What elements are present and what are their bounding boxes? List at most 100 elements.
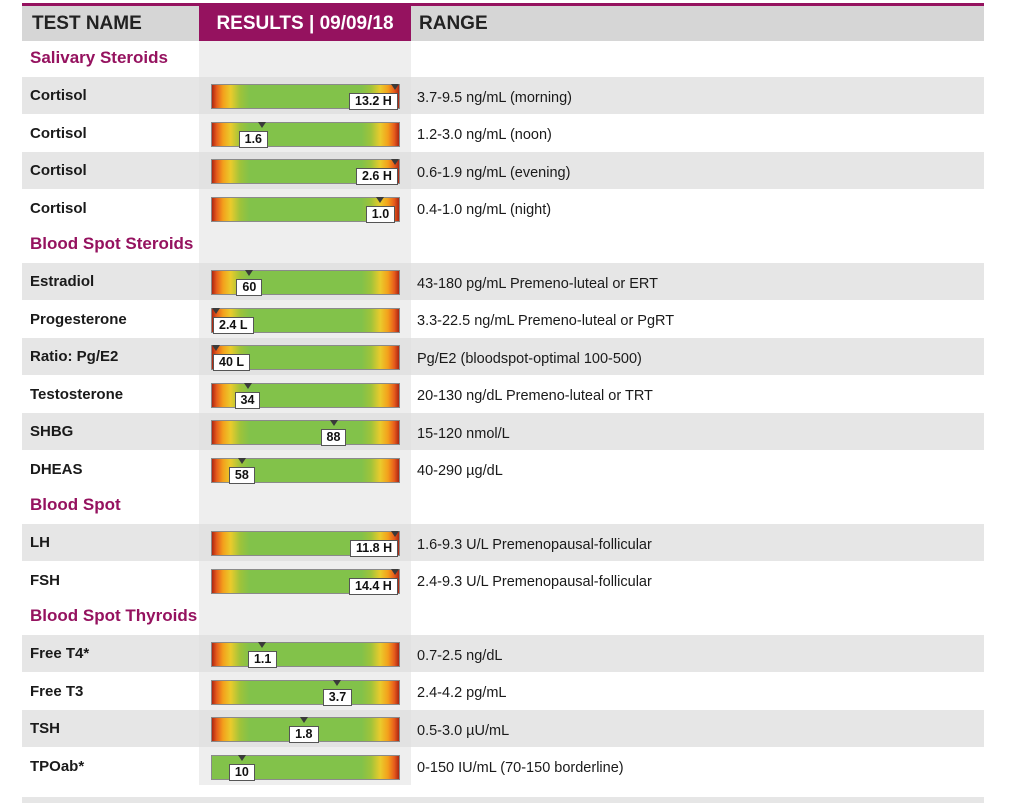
result-marker-icon <box>258 642 267 648</box>
result-gauge-bar: 1.1 <box>211 642 400 668</box>
test-row: DHEAS 58 40-290 µg/dL <box>22 450 984 488</box>
result-marker-icon <box>391 568 400 575</box>
result-value-label: 2.4 L <box>213 316 254 334</box>
result-value-label: 34 <box>234 391 261 409</box>
test-name: TPOab* <box>30 757 85 775</box>
result-gauge-bar: 2.4 L <box>211 307 400 334</box>
result-gauge-bar: 34 <box>211 382 400 409</box>
test-name: LH <box>30 534 50 551</box>
result-gauge-bar: 60 <box>211 270 400 296</box>
test-row: Estradiol 60 43-180 pg/mL Premeno-luteal o… <box>22 263 984 300</box>
result-gauge-bar: 10 <box>211 754 400 781</box>
result-value-label: 88 <box>320 429 347 446</box>
test-name: Cortisol <box>30 87 87 104</box>
test-row: Progesterone 2.4 L 3.3-22.5 ng/mL Premeno-… <box>22 300 984 338</box>
result-value-label: 1.0 <box>365 205 396 223</box>
reference-range: 1.2-3.0 ng/mL (noon) <box>417 127 552 143</box>
result-value-label: 58 <box>228 466 255 484</box>
result-gauge-bar: 13.2 H <box>211 84 400 110</box>
result-marker-icon <box>391 159 400 165</box>
section-title: Blood Spot Thyroids <box>30 606 198 625</box>
reference-range: 15-120 nmol/L <box>417 425 510 442</box>
test-name: Ratio: Pg/E2 <box>30 348 119 365</box>
test-row: FSH 14.4 H 2.4-9.3 U/L Premenopausal-folli… <box>22 561 984 599</box>
header-results-date: RESULTS | 09/09/18 <box>199 6 411 41</box>
result-value-label: 1.6 <box>238 130 269 148</box>
test-row: TSH 1.8 0.5-3.0 µU/mL <box>22 710 984 747</box>
section-title: Blood Spot <box>30 495 121 514</box>
test-row: Cortisol 13.2 H 3.7-9.5 ng/mL (morning) <box>22 77 984 114</box>
result-marker-icon <box>211 345 220 351</box>
section-title: Blood Spot Steroids <box>30 234 194 253</box>
result-marker-icon <box>376 196 385 203</box>
test-row: TPOab* 10 0-150 IU/mL (70-150 borderline) <box>22 747 984 785</box>
test-row: Cortisol 1.6 1.2-3.0 ng/mL (noon) <box>22 114 984 152</box>
test-name: SHBG <box>30 423 74 440</box>
reference-range: 0.6-1.9 ng/mL (evening) <box>417 164 571 181</box>
result-marker-icon <box>333 679 342 686</box>
test-name: FSH <box>30 571 60 589</box>
result-marker-icon <box>391 531 400 537</box>
result-gauge-bar: 1.0 <box>211 196 400 223</box>
reference-range: 2.4-4.2 pg/mL <box>417 685 507 701</box>
result-gauge-bar: 2.6 H <box>211 159 400 185</box>
result-value-label: 3.7 <box>322 688 353 706</box>
reference-range: 3.7-9.5 ng/mL (morning) <box>417 89 573 106</box>
result-value-label: 13.2 H <box>349 93 398 110</box>
result-value-label: 40 L <box>213 354 251 371</box>
reference-range: 40-290 µg/dL <box>417 463 503 479</box>
result-marker-icon <box>329 420 338 426</box>
result-marker-icon <box>243 382 252 389</box>
test-row: Free T3 3.7 2.4-4.2 pg/mL <box>22 672 984 710</box>
result-gauge-bar: 88 <box>211 420 400 446</box>
test-row: Cortisol 1.0 0.4-1.0 ng/mL (night) <box>22 189 984 227</box>
reference-range: Pg/E2 (bloodspot-optimal 100-500) <box>417 350 642 367</box>
reference-range: 0-150 IU/mL (70-150 borderline) <box>417 760 624 776</box>
result-value-label: 2.6 H <box>356 168 398 185</box>
result-gauge-bar: 58 <box>211 457 400 484</box>
test-row: SHBG 88 15-120 nmol/L <box>22 413 984 450</box>
result-value-label: 60 <box>236 279 263 296</box>
test-row: LH 11.8 H 1.6-9.3 U/L Premenopausal-follic… <box>22 524 984 561</box>
result-marker-icon <box>391 84 400 90</box>
reference-range: 20-130 ng/dL Premeno-luteal or TRT <box>417 388 653 404</box>
result-gauge-bar: 11.8 H <box>211 531 400 557</box>
result-value-label: 11.8 H <box>350 540 399 557</box>
result-gauge-bar: 14.4 H <box>211 568 400 595</box>
test-row: Testosterone 34 20-130 ng/dL Premeno-lutea… <box>22 375 984 413</box>
result-value-label: 1.1 <box>247 651 278 668</box>
result-marker-icon <box>211 307 220 314</box>
result-value-label: 14.4 H <box>349 577 398 595</box>
result-value-label: 1.8 <box>289 726 319 743</box>
reference-range: 1.6-9.3 U/L Premenopausal-follicular <box>417 536 652 553</box>
header-rule <box>22 3 984 6</box>
test-name: Free T3 <box>30 682 84 700</box>
reference-range: 3.3-22.5 ng/mL Premeno-luteal or PgRT <box>417 313 675 329</box>
result-marker-icon <box>237 754 246 761</box>
test-name: Cortisol <box>30 199 87 217</box>
header-test-name: TEST NAME <box>22 6 199 41</box>
reference-range: 0.5-3.0 µU/mL <box>417 722 510 739</box>
test-name: Progesterone <box>30 310 127 328</box>
test-name: Estradiol <box>30 273 95 290</box>
test-row: Ratio: Pg/E2 40 L Pg/E2 (bloodspot-optimal… <box>22 338 984 375</box>
result-marker-icon <box>258 121 267 128</box>
test-name: Cortisol <box>30 124 87 142</box>
result-marker-icon <box>237 457 246 464</box>
result-marker-icon <box>245 270 254 276</box>
result-gauge-bar: 1.6 <box>211 121 400 148</box>
test-name: TSH <box>30 720 60 737</box>
test-name: DHEAS <box>30 460 83 478</box>
section-title: Salivary Steroids <box>30 48 168 67</box>
header-range: RANGE <box>411 6 984 41</box>
reference-range: 0.4-1.0 ng/mL (night) <box>417 202 552 218</box>
reference-range: 43-180 pg/mL Premeno-luteal or ERT <box>417 275 658 292</box>
result-marker-icon <box>299 717 308 723</box>
footer-bar <box>22 797 984 803</box>
result-value-label: 10 <box>228 763 255 781</box>
result-gauge-bar: 1.8 <box>211 717 400 743</box>
test-name: Free T4* <box>30 645 90 662</box>
test-row: Free T4* 1.1 0.7-2.5 ng/dL <box>22 635 984 672</box>
test-row: Cortisol 2.6 H 0.6-1.9 ng/mL (evening) <box>22 152 984 189</box>
